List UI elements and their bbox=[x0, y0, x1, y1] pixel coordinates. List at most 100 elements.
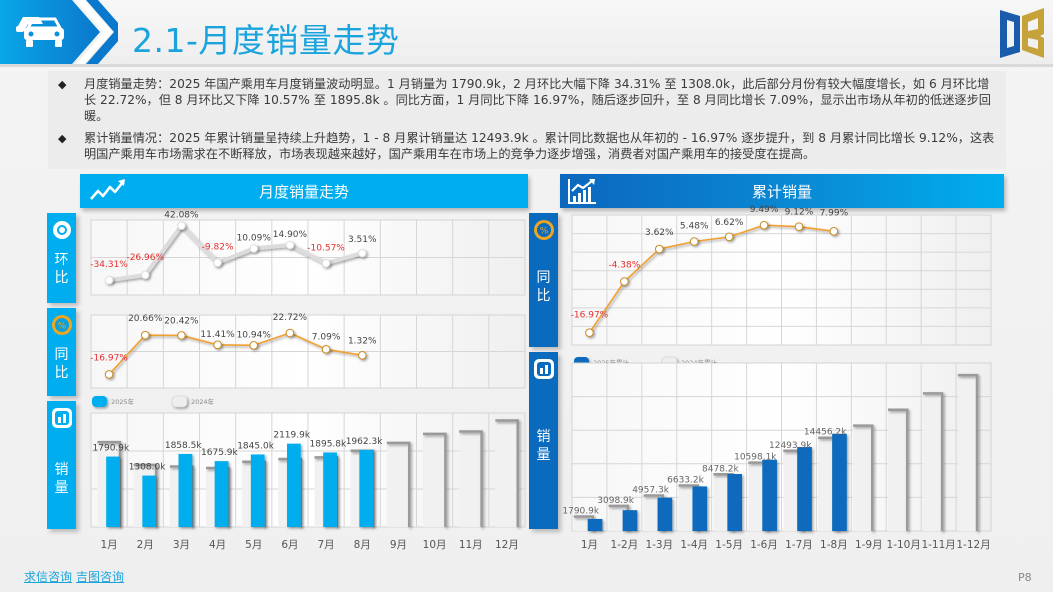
data-point[interactable] bbox=[104, 370, 114, 379]
tab-cumulative-yoy-label: 同比 bbox=[536, 270, 551, 304]
x-axis-label: 1-2月 bbox=[611, 539, 639, 551]
bar-2024-cumulative[interactable] bbox=[957, 375, 978, 531]
data-point[interactable] bbox=[177, 331, 186, 340]
x-axis-label: 1-10月 bbox=[887, 539, 921, 551]
data-point[interactable] bbox=[213, 340, 222, 350]
header-divider bbox=[0, 64, 1053, 67]
bar-2024[interactable] bbox=[423, 433, 446, 527]
data-point[interactable] bbox=[140, 330, 150, 340]
tab-cumulative-sales[interactable]: 销量 bbox=[529, 352, 558, 529]
data-label: 7.99% bbox=[820, 208, 849, 218]
bar-2025-cumulative[interactable] bbox=[797, 447, 812, 531]
data-point[interactable] bbox=[213, 258, 222, 268]
page-number: P8 bbox=[1018, 571, 1032, 584]
data-label: 9.12% bbox=[785, 208, 814, 218]
footer-link-jitu[interactable]: 吉图咨询 bbox=[76, 570, 125, 584]
bar-2024-cumulative[interactable] bbox=[922, 393, 943, 531]
sales-grid bbox=[90, 412, 526, 528]
x-axis-label: 3月 bbox=[173, 539, 190, 551]
bar-label: 1845.0k bbox=[237, 441, 274, 451]
bar-2025[interactable] bbox=[106, 456, 120, 527]
data-label: 20.66% bbox=[128, 314, 163, 324]
tab-yoy[interactable]: % 同比 bbox=[47, 308, 76, 396]
data-label: -34.31% bbox=[90, 260, 128, 270]
x-axis-label: 1-8月 bbox=[820, 539, 848, 551]
data-point[interactable] bbox=[177, 221, 186, 230]
data-point[interactable] bbox=[794, 222, 804, 231]
bar-2025[interactable] bbox=[214, 461, 229, 527]
data-point[interactable] bbox=[620, 277, 629, 286]
line-chart-yoy: -16.97% 20.66% 20.42%11.41% 10.94%22.72% 7.0… bbox=[90, 313, 377, 379]
bar-2025-cumulative[interactable] bbox=[657, 497, 673, 531]
data-label: 9.49% bbox=[750, 205, 779, 215]
data-point[interactable] bbox=[357, 248, 367, 258]
monthly-trend-title: 月度销量走势 bbox=[258, 182, 349, 201]
x-axis-label: 1-5月 bbox=[715, 539, 743, 551]
bar-2025[interactable] bbox=[287, 443, 301, 527]
data-point[interactable] bbox=[249, 244, 259, 253]
line-chart-mom: -34.31%-26.96% 42.08% -9.82%10.09% 14.90% -1… bbox=[90, 211, 377, 285]
tab-sales[interactable]: 销量 bbox=[47, 401, 76, 529]
bar-2024[interactable] bbox=[386, 442, 410, 527]
bar-2025[interactable] bbox=[142, 475, 157, 527]
line-chart-cum-yoy: -16.97% -4.38% 3.62% 5.48% 6.62% 9.49% 9.12% 7.… bbox=[571, 205, 849, 337]
data-point[interactable] bbox=[321, 258, 331, 268]
data-point[interactable] bbox=[104, 275, 114, 285]
data-point[interactable] bbox=[357, 351, 367, 360]
x-axis-label: 1月 bbox=[100, 539, 117, 551]
bar-2024[interactable] bbox=[459, 431, 482, 527]
bar-label: 1790.9k bbox=[93, 444, 130, 454]
ring-icon bbox=[52, 221, 71, 239]
bar-chart-icon bbox=[51, 408, 72, 428]
bar-2025[interactable] bbox=[178, 453, 193, 527]
data-point[interactable] bbox=[724, 232, 734, 242]
data-point[interactable] bbox=[321, 345, 331, 354]
bar-2024[interactable] bbox=[495, 420, 518, 527]
legend-label-2024: 2024年 bbox=[191, 397, 215, 406]
diamond-bullet-icon: ◆ bbox=[58, 132, 67, 145]
bar-2024-cumulative[interactable] bbox=[887, 409, 908, 531]
data-point[interactable] bbox=[654, 244, 664, 254]
data-label: -4.38% bbox=[608, 261, 640, 271]
data-point[interactable] bbox=[285, 328, 295, 338]
data-point[interactable] bbox=[585, 328, 594, 337]
data-label: 6.62% bbox=[715, 218, 744, 228]
data-point[interactable] bbox=[249, 341, 259, 350]
bar-2025-cumulative[interactable] bbox=[832, 433, 847, 531]
x-axis-label: 9月 bbox=[390, 539, 407, 551]
tab-cumulative-yoy[interactable]: % 同比 bbox=[529, 213, 558, 347]
bar-2025-cumulative[interactable] bbox=[587, 518, 603, 531]
data-label: 20.42% bbox=[164, 316, 199, 326]
bar-2025[interactable] bbox=[359, 449, 374, 527]
bar-2025-cumulative[interactable] bbox=[692, 486, 708, 531]
x-axis-label: 1-11月 bbox=[921, 539, 955, 551]
cars-icon bbox=[16, 17, 64, 47]
x-axis-label: 7月 bbox=[317, 539, 334, 551]
data-point[interactable] bbox=[759, 220, 769, 230]
bar-2025[interactable] bbox=[323, 452, 337, 527]
bar-2025[interactable] bbox=[250, 454, 265, 527]
data-point[interactable] bbox=[829, 226, 839, 236]
summary-text-monthly: 月度销量走势：2025 年国产乘用车月度销量波动明显。1 月销量为 1790.9… bbox=[84, 77, 991, 123]
bar-label: 1858.5k bbox=[165, 441, 202, 451]
data-point[interactable] bbox=[140, 270, 150, 280]
bar-2024-cumulative[interactable] bbox=[853, 425, 873, 531]
data-label: 14.90% bbox=[273, 230, 308, 240]
data-point[interactable] bbox=[689, 237, 699, 246]
footer-link-qiuxin[interactable]: 求信咨询 bbox=[24, 570, 73, 584]
bar-2025-cumulative[interactable] bbox=[622, 510, 638, 531]
data-point[interactable] bbox=[285, 240, 295, 250]
x-axis-label: 12月 bbox=[495, 539, 519, 551]
mom-grid bbox=[90, 219, 526, 296]
tab-mom[interactable]: 环比 bbox=[47, 213, 76, 303]
footer-links[interactable]: 求信咨询 吉图咨询 bbox=[24, 568, 128, 585]
monthly-trend-header: 月度销量走势 bbox=[80, 174, 528, 208]
bar-2025-cumulative[interactable] bbox=[762, 459, 777, 531]
diamond-bullet-icon: ◆ bbox=[58, 78, 67, 91]
trend-up-icon bbox=[90, 179, 125, 200]
sales-bar-chart: 1790.9k 1308.0k 1858.5k1675.9k1845.0k2119.… bbox=[93, 419, 520, 527]
cumulative-sales-header: 累计销量 bbox=[560, 174, 1004, 208]
data-label: -9.82% bbox=[202, 243, 234, 253]
bar-2025-cumulative[interactable] bbox=[727, 474, 743, 531]
